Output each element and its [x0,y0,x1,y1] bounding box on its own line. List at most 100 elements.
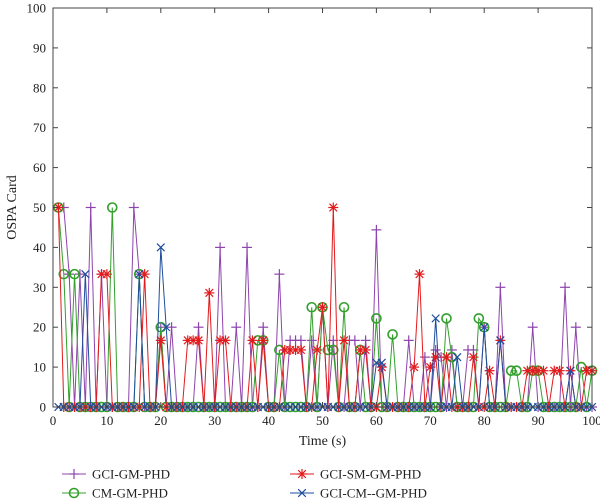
x-tick-label: 10 [100,413,113,428]
y-tick-label: 10 [33,360,46,375]
legend-label: GCI-CM--GM-PHD [320,486,427,501]
data-point [231,322,242,333]
data-point [312,344,323,355]
data-point [258,322,269,333]
data-point [431,314,440,323]
data-point [371,224,382,235]
x-tick-label: 70 [424,413,437,428]
y-tick-label: 60 [33,160,46,175]
series-layer [53,202,598,413]
legend-item: GCI-SM-GM-PHD [290,467,421,482]
x-tick-label: 40 [262,413,275,428]
y-tick-label: 0 [40,400,47,415]
data-point [242,242,253,253]
ticks-layer: 0 10 20 30 40 50 60 70 80 90 100 0 10 20 30 40 50 60 70 80 9… [27,1,600,429]
y-tick-label: 20 [33,320,46,335]
data-point [64,269,75,280]
data-point [156,243,166,252]
data-point [505,365,517,376]
y-tick-label: 70 [33,120,46,135]
legend-item: GCI-CM--GM-PHD [290,486,427,501]
data-point [328,202,339,213]
data-point [161,322,171,332]
data-point [496,336,505,345]
data-point [220,335,231,346]
data-point [538,365,549,376]
data-point [258,335,269,346]
y-tick-label: 30 [33,280,46,295]
y-tick-label: 90 [33,40,46,55]
data-point [193,335,204,346]
data-point [166,322,177,333]
legend-marker [297,488,307,498]
y-axis-label: OSPA Card [5,175,20,239]
data-point [85,202,96,213]
legend-item: CM-GM-PHD [62,486,168,501]
legend-item: GCI-GM-PHD [62,467,170,482]
x-tick-label: 0 [50,413,57,428]
legend-marker [68,487,80,499]
data-point [511,365,522,376]
data-point [155,335,166,346]
data-point [484,365,495,376]
legend: GCI-GM-PHD CM-GM-PHD GCI-SM-GM-PHD GCI-CM--… [62,467,427,501]
data-point [322,344,334,356]
data-point [371,313,382,324]
data-point [425,362,436,373]
data-point [135,269,144,279]
legend-marker [297,469,307,479]
legend-label: GCI-GM-PHD [92,467,170,482]
data-point [441,352,452,363]
data-point [306,301,318,313]
data-point [247,335,258,346]
data-point [128,202,139,213]
data-point [387,329,398,340]
data-point [570,322,581,333]
data-point [360,335,371,346]
data-point [414,269,425,280]
data-point [495,282,506,293]
x-tick-label: 30 [208,413,221,428]
data-point [155,321,167,333]
data-point [317,302,328,313]
data-point [554,365,565,376]
data-point [473,313,485,324]
data-point [479,322,489,332]
data-point [377,358,387,367]
data-point [327,344,339,356]
data-point [430,352,441,363]
x-tick-label: 60 [370,413,383,428]
x-tick-label: 20 [154,413,167,428]
data-point [360,344,371,355]
data-point [306,335,317,346]
data-point [527,322,538,333]
legend-label: GCI-SM-GM-PHD [320,467,421,482]
data-point [403,335,414,346]
data-point [69,268,80,280]
data-point [468,352,479,363]
y-tick-label: 50 [33,200,46,215]
data-point [101,269,112,280]
data-point [419,352,430,363]
data-point [215,242,226,253]
data-point [339,335,350,346]
x-tick-label: 100 [582,413,600,428]
data-point [338,301,350,313]
data-point [409,362,420,373]
data-point [81,269,90,279]
data-point [575,361,587,373]
data-point [274,269,285,280]
legend-label: CM-GM-PHD [92,486,168,501]
data-point [106,202,118,213]
data-point [139,269,150,280]
data-point [193,322,204,333]
data-point [349,335,360,346]
data-point [566,366,575,375]
y-tick-label: 80 [33,80,46,95]
data-point [560,282,571,293]
data-point [74,269,85,280]
data-point [58,268,70,280]
x-tick-label: 50 [316,413,329,428]
legend-marker [69,469,79,479]
